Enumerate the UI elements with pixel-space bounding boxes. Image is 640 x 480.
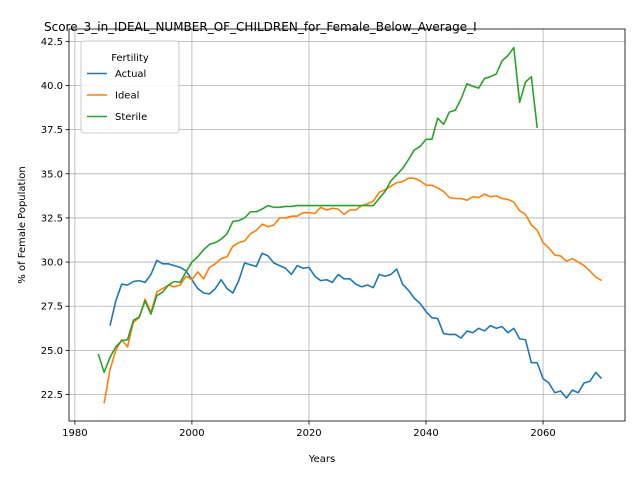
series-lines	[97, 46, 603, 404]
legend-label-actual: Actual	[115, 69, 146, 80]
legend: Fertility Actual Ideal Sterile	[80, 40, 180, 134]
y-tick-label: 37.5	[41, 125, 63, 136]
legend-label-ideal: Ideal	[115, 91, 139, 102]
y-tick-label: 32.5	[41, 213, 63, 224]
y-tick-label: 22.5	[41, 390, 63, 401]
y-axis-label: % of Female Population	[17, 166, 28, 283]
x-tick-label: 1980	[62, 428, 87, 439]
y-tick-label: 25.0	[41, 346, 63, 357]
x-tick-label: 2060	[530, 428, 555, 439]
y-tick-label: 27.5	[41, 302, 63, 313]
series-line-ideal	[103, 177, 603, 404]
legend-title: Fertility	[111, 53, 149, 64]
grid	[69, 29, 625, 421]
x-tick-label: 2000	[179, 428, 204, 439]
y-tick-label: 40.0	[41, 81, 63, 92]
x-axis: 1980 2000 2020 2040 2060	[62, 421, 556, 439]
y-tick-label: 42.5	[41, 37, 63, 48]
y-axis: 22.5 25.0 27.5 30.0 32.5 35.0 37.5 40.0 42.5	[41, 37, 69, 401]
x-axis-label: Years	[308, 454, 335, 465]
x-tick-label: 2040	[413, 428, 438, 439]
chart-title: Score_3_in_IDEAL_NUMBER_OF_CHILDREN_for_…	[44, 20, 477, 34]
series-line-sterile	[97, 46, 539, 374]
y-tick-label: 30.0	[41, 258, 63, 269]
legend-box	[80, 40, 180, 134]
legend-label-sterile: Sterile	[115, 112, 147, 123]
y-tick-label: 35.0	[41, 169, 63, 180]
x-tick-label: 2020	[296, 428, 321, 439]
plot-frame	[68, 28, 626, 422]
